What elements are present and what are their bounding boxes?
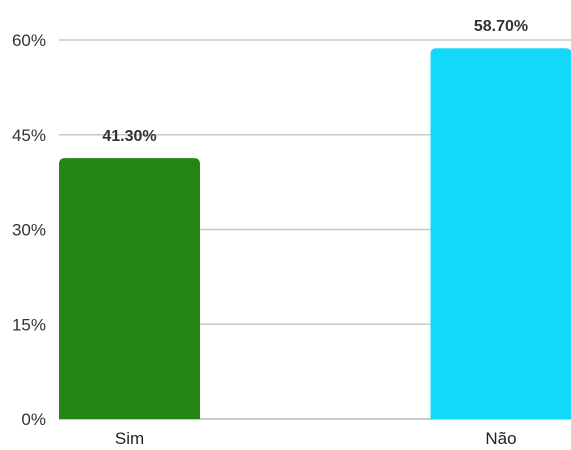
y-tick-label: 15% (12, 315, 46, 334)
x-axis-categories: Sim Não (115, 429, 517, 448)
x-tick-label: Não (485, 429, 516, 448)
y-axis-ticks: 0% 15% 30% 45% 60% (12, 31, 46, 429)
y-tick-label: 0% (21, 410, 46, 429)
data-labels: 41.30% 58.70% (102, 18, 528, 145)
data-label: 58.70% (474, 18, 528, 35)
bar-sim (59, 158, 200, 419)
y-tick-label: 30% (12, 221, 46, 240)
y-tick-label: 60% (12, 31, 46, 50)
data-label: 41.30% (102, 128, 156, 145)
x-tick-label: Sim (115, 429, 144, 448)
y-tick-label: 45% (12, 126, 46, 145)
bar-não (430, 48, 571, 419)
bars (59, 48, 571, 419)
